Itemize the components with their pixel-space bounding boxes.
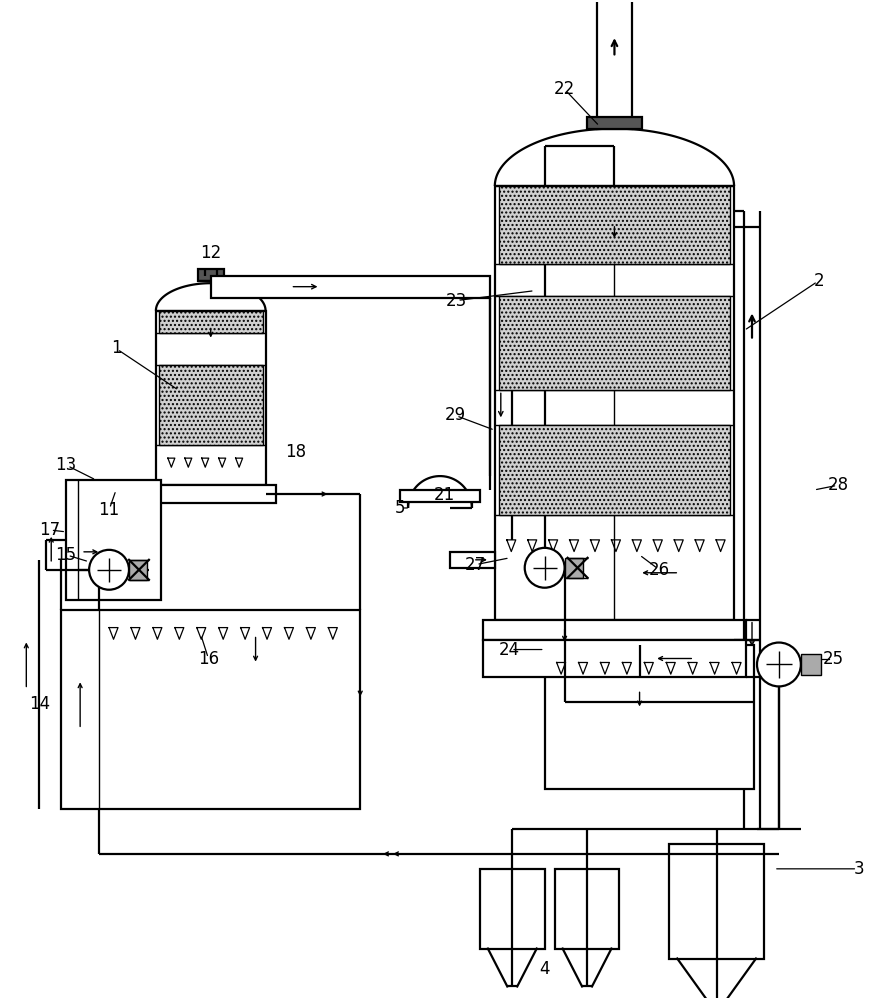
Text: 24: 24 <box>499 641 520 659</box>
Bar <box>564 558 582 578</box>
Text: 26: 26 <box>648 561 669 579</box>
Bar <box>554 869 619 949</box>
Text: 28: 28 <box>827 476 848 494</box>
Text: 21: 21 <box>433 486 454 504</box>
Text: 15: 15 <box>55 546 76 564</box>
Text: 23: 23 <box>445 292 466 310</box>
Bar <box>61 610 360 809</box>
Text: 11: 11 <box>98 501 119 519</box>
Bar <box>479 869 544 949</box>
Bar <box>399 490 479 502</box>
Bar <box>155 311 265 485</box>
Text: 5: 5 <box>394 499 405 517</box>
Bar <box>198 269 223 281</box>
Text: 22: 22 <box>553 80 574 98</box>
Bar <box>498 425 730 515</box>
Bar <box>596 0 631 129</box>
Bar <box>544 645 753 789</box>
Circle shape <box>89 550 129 590</box>
Bar <box>129 560 147 580</box>
Bar <box>66 480 161 600</box>
Bar <box>482 640 745 677</box>
Bar <box>482 620 745 640</box>
Text: 25: 25 <box>823 650 844 668</box>
Text: 13: 13 <box>55 456 76 474</box>
Bar <box>800 654 820 675</box>
Text: 4: 4 <box>539 960 550 978</box>
Bar <box>450 552 494 568</box>
Bar <box>668 844 763 959</box>
Bar <box>211 276 489 298</box>
Text: 3: 3 <box>853 860 863 878</box>
Text: 17: 17 <box>39 521 60 539</box>
Text: 1: 1 <box>111 339 121 357</box>
Circle shape <box>756 643 800 686</box>
Text: 2: 2 <box>812 272 824 290</box>
Bar <box>146 485 275 503</box>
Text: 16: 16 <box>198 650 219 668</box>
Bar <box>498 296 730 390</box>
Bar <box>494 186 733 620</box>
Text: 14: 14 <box>29 695 50 713</box>
Bar <box>586 117 642 129</box>
Circle shape <box>524 548 564 588</box>
Text: 29: 29 <box>444 406 465 424</box>
Bar <box>159 311 263 333</box>
Bar <box>159 365 263 445</box>
Text: 18: 18 <box>284 443 306 461</box>
Bar <box>498 186 730 264</box>
Text: 12: 12 <box>200 244 221 262</box>
Text: 27: 27 <box>464 556 485 574</box>
